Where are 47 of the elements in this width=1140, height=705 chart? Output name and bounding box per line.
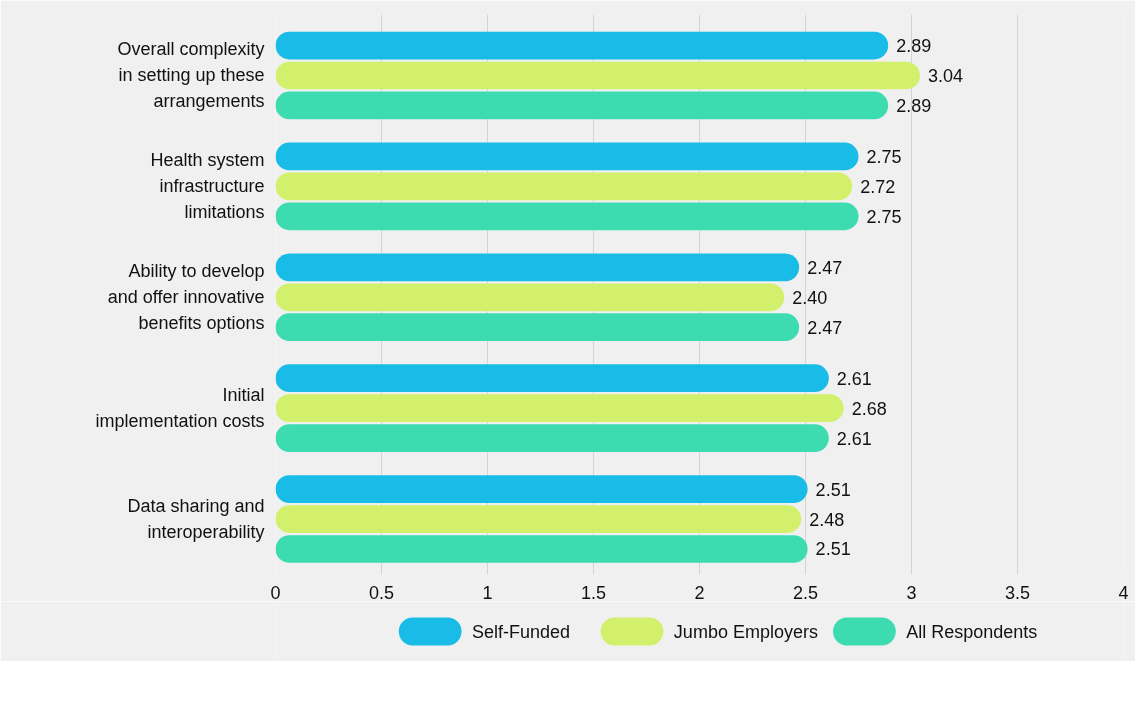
bar bbox=[275, 424, 829, 452]
x-tick-label: 2.5 bbox=[792, 582, 819, 603]
x-tick-label: 0.5 bbox=[368, 582, 395, 603]
data-label: 2.75 bbox=[866, 206, 902, 227]
data-label: 2.40 bbox=[792, 287, 828, 308]
x-tick-label: 1 bbox=[482, 582, 493, 603]
bar bbox=[275, 313, 800, 342]
x-tick-label: 3.5 bbox=[1004, 582, 1031, 603]
legend-label: Jumbo Employers bbox=[673, 621, 818, 642]
bar bbox=[275, 172, 853, 201]
data-label: 2.68 bbox=[851, 398, 887, 419]
x-tick-label: 2 bbox=[694, 582, 705, 603]
bar bbox=[275, 202, 859, 231]
bar bbox=[275, 394, 844, 423]
x-tick-label: 1.5 bbox=[580, 582, 607, 603]
y-tick-label: Initial implementation costs bbox=[95, 385, 265, 432]
data-label: 2.51 bbox=[815, 479, 851, 500]
bar bbox=[275, 61, 920, 90]
y-tick-label: Ability to develop and offer innovative benefits options bbox=[107, 261, 265, 334]
data-label: 2.47 bbox=[807, 317, 843, 338]
y-tick-label: Health system infrastructure limitations bbox=[150, 150, 265, 223]
data-label: 2.72 bbox=[860, 176, 896, 197]
data-label: 2.48 bbox=[809, 509, 845, 530]
data-label: 3.04 bbox=[927, 65, 964, 86]
data-label: 2.89 bbox=[896, 36, 932, 57]
x-tick-label: 3 bbox=[906, 582, 917, 603]
data-label: 2.47 bbox=[807, 257, 843, 278]
data-label: 2.89 bbox=[896, 95, 932, 116]
y-tick-label: Data sharing and interoperability bbox=[127, 496, 265, 543]
bar bbox=[275, 91, 889, 120]
data-label: 2.75 bbox=[866, 146, 902, 167]
bar bbox=[275, 505, 802, 533]
legend-label: Self-Funded bbox=[472, 621, 571, 642]
x-tick-label: 0 bbox=[270, 582, 281, 603]
bar bbox=[275, 535, 808, 563]
bar bbox=[275, 283, 785, 312]
bar bbox=[275, 142, 859, 171]
bar bbox=[275, 364, 829, 393]
y-tick-label: Overall complexity in setting up these arrangements bbox=[117, 39, 265, 112]
legend-label: All Respondents bbox=[906, 621, 1038, 642]
x-tick-label: 4 bbox=[1118, 582, 1129, 603]
bar bbox=[275, 31, 889, 60]
data-label: 2.61 bbox=[836, 368, 872, 389]
data-label: 2.61 bbox=[836, 428, 872, 449]
bar bbox=[275, 253, 800, 282]
bar bbox=[275, 475, 808, 503]
data-label: 2.51 bbox=[815, 539, 851, 560]
